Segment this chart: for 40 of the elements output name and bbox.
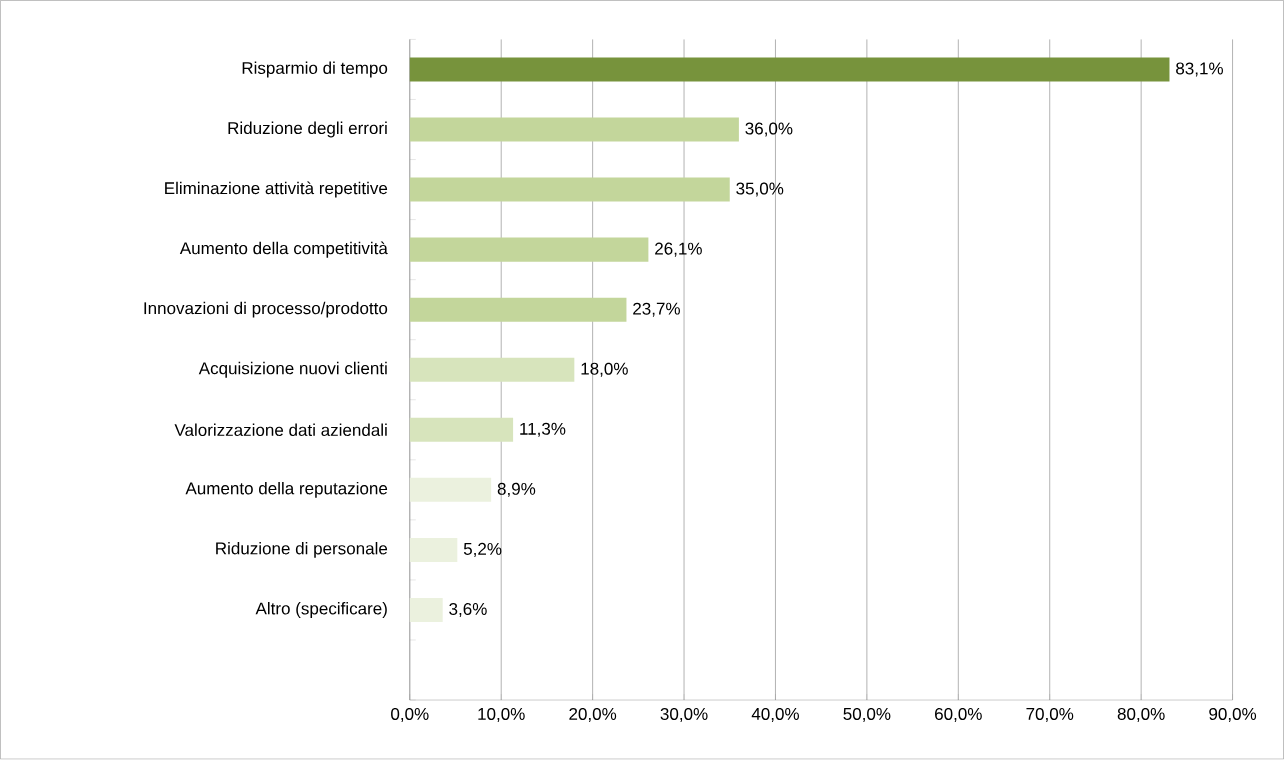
y-tick-label: Aumento della competitività xyxy=(179,241,388,258)
y-tick-label: Eliminazione attività repetitive xyxy=(165,181,388,198)
x-tick-label: 90,0% xyxy=(1209,708,1257,723)
data-label: 18,0% xyxy=(581,362,628,378)
y-tick-label: Riduzione degli errori xyxy=(228,121,387,138)
y-tick-label: Acquisizione nuovi clienti xyxy=(198,362,387,378)
x-tick-label: 30,0% xyxy=(660,708,708,723)
y-tick-label: Altro (specificare) xyxy=(255,602,387,619)
x-tick-label: 20,0% xyxy=(569,708,617,723)
data-label: 26,1% xyxy=(655,242,702,257)
bar xyxy=(409,598,443,623)
data-label: 11,3% xyxy=(520,423,566,438)
x-tick-label: 40,0% xyxy=(751,708,799,723)
data-label: 8,9% xyxy=(497,483,536,498)
y-tick-label: Risparmio di tempo xyxy=(242,61,388,78)
y-tick-label: Valorizzazione dati aziendali xyxy=(174,423,387,437)
bar xyxy=(409,538,458,563)
y-tick-label: Riduzione di personale xyxy=(216,542,388,559)
bar xyxy=(409,357,575,382)
x-tick-label: 0,0% xyxy=(391,708,429,723)
data-label: 23,7% xyxy=(633,302,680,317)
x-tick-label: 60,0% xyxy=(935,708,982,723)
x-tick-label: 10,0% xyxy=(478,708,525,723)
bar xyxy=(409,57,1170,82)
data-label: 5,2% xyxy=(463,543,502,558)
bar xyxy=(409,177,730,202)
bar xyxy=(409,117,739,142)
bar xyxy=(409,237,649,262)
x-tick-label: 80,0% xyxy=(1117,708,1165,723)
x-tick-label: 70,0% xyxy=(1026,708,1074,723)
bar xyxy=(409,478,492,503)
y-tick-label: Aumento della reputazione xyxy=(185,482,388,499)
data-label: 83,1% xyxy=(1176,62,1223,77)
data-label: 35,0% xyxy=(736,182,784,197)
data-label: 3,6% xyxy=(449,603,487,618)
bar xyxy=(409,297,627,322)
x-tick-label: 50,0% xyxy=(843,708,891,723)
bar xyxy=(409,418,514,443)
y-tick-label: Innovazioni di processo/prodotto xyxy=(144,302,388,318)
data-label: 36,0% xyxy=(745,122,793,137)
